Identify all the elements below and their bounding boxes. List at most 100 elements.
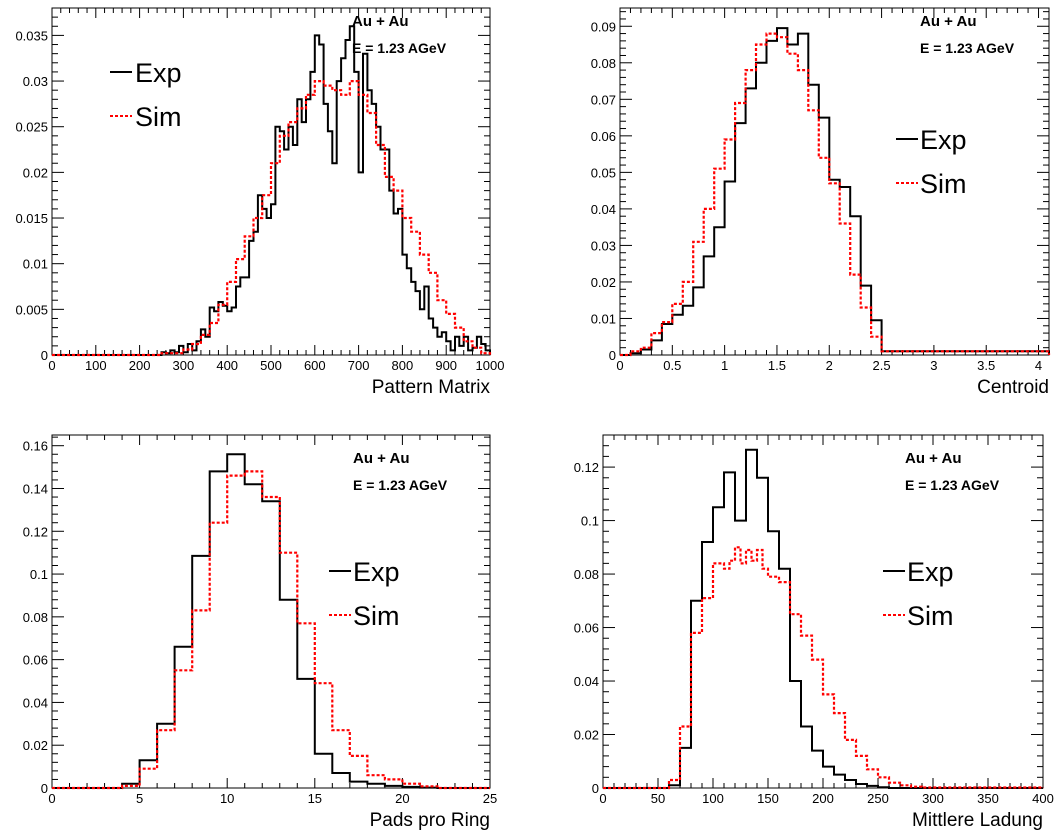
y-tick-label: 0.06: [574, 621, 599, 636]
x-tick-label: 0: [48, 358, 55, 373]
x-tick-label: 500: [260, 358, 282, 373]
y-tick-label: 0.12: [23, 524, 48, 539]
x-tick-label: 4: [1035, 358, 1042, 373]
exp-histogram: [52, 25, 491, 356]
y-tick-label: 0.04: [574, 674, 599, 689]
x-tick-label: 15: [308, 791, 322, 806]
y-tick-label: 0.08: [591, 56, 616, 71]
x-tick-label: 25: [483, 791, 497, 806]
y-tick-label: 0.03: [591, 238, 616, 253]
y-tick-label: 0.1: [30, 567, 48, 582]
annotation-energy: E = 1.23 AGeV: [905, 477, 1000, 493]
annotation-system: Au + Au: [920, 13, 977, 30]
x-tick-label: 5: [136, 791, 143, 806]
x-tick-label: 300: [173, 358, 195, 373]
x-tick-label: 700: [348, 358, 370, 373]
x-axis-label: Centroid: [977, 377, 1049, 398]
y-tick-label: 0: [41, 348, 48, 363]
x-tick-label: 250: [867, 791, 889, 806]
y-tick-label: 0.03: [23, 74, 48, 89]
y-tick-label: 0.035: [15, 28, 48, 43]
x-tick-label: 400: [1032, 791, 1054, 806]
y-tick-label: 0.12: [574, 460, 599, 475]
exp-histogram: [52, 453, 490, 789]
x-tick-label: 900: [435, 358, 457, 373]
y-tick-label: 0.025: [15, 120, 48, 135]
y-tick-label: 0.08: [574, 567, 599, 582]
sim-histogram: [52, 80, 492, 357]
legend-exp-label: Exp: [920, 125, 967, 155]
x-tick-label: 150: [757, 791, 779, 806]
annotation-energy: E = 1.23 AGeV: [920, 40, 1015, 56]
y-tick-label: 0.01: [591, 311, 616, 326]
y-tick-label: 0.02: [23, 165, 48, 180]
legend-sim-label: Sim: [135, 102, 182, 132]
x-tick-label: 2.5: [873, 358, 891, 373]
y-tick-label: 0.09: [591, 19, 616, 34]
plot-frame: [51, 434, 491, 789]
x-tick-label: 350: [977, 791, 999, 806]
sim-histogram: [52, 470, 490, 790]
x-tick-label: 100: [702, 791, 724, 806]
legend-sim-label: Sim: [920, 169, 967, 199]
x-tick-label: 20: [395, 791, 409, 806]
y-tick-label: 0.14: [23, 481, 48, 496]
chart-panel-2: 0 0.5 1 1.5 2 2.5 3 3.5 4 0 0.01 0.02 0.03 0.04 0.05 0.…: [591, 7, 1051, 398]
y-tick-label: 0.05: [591, 165, 616, 180]
x-axis-label: Mittlere Ladung: [912, 810, 1043, 831]
y-tick-label: 0.02: [574, 728, 599, 743]
annotation-energy: E = 1.23 AGeV: [353, 477, 448, 493]
exp-histogram: [603, 448, 1043, 789]
y-tick-label: 0.08: [23, 610, 48, 625]
x-tick-label: 400: [216, 358, 238, 373]
legend-exp-label: Exp: [135, 58, 182, 88]
chart-panel-4: 0 50 100 150 200 250 300 350 400 0 0.02 0.04 0.06 0.0…: [574, 434, 1054, 831]
y-tick-label: 0: [592, 781, 599, 796]
annotation-system: Au + Au: [352, 13, 409, 30]
exp-histogram: [620, 27, 1050, 356]
y-tick-label: 0.04: [23, 695, 48, 710]
x-tick-label: 50: [651, 791, 665, 806]
y-tick-label: 0.04: [591, 202, 616, 217]
x-tick-label: 200: [812, 791, 834, 806]
x-tick-label: 1.5: [768, 358, 786, 373]
y-tick-label: 0.005: [15, 302, 48, 317]
y-tick-label: 0.07: [591, 92, 616, 107]
x-tick-label: 1000: [476, 358, 505, 373]
x-axis-label: Pads pro Ring: [370, 810, 490, 831]
x-tick-label: 0: [616, 358, 623, 373]
legend-exp-label: Exp: [353, 557, 400, 587]
y-tick-label: 0.01: [23, 257, 48, 272]
y-tick-label: 0.16: [23, 439, 48, 454]
chart-panel-3: 0 5 10 15 20 25 0 0.02 0.04 0.06 0.08 0.1 0.12 0.14 0.…: [23, 434, 497, 831]
x-tick-label: 3.5: [977, 358, 995, 373]
x-tick-label: 600: [304, 358, 326, 373]
x-tick-label: 0: [599, 791, 606, 806]
x-tick-label: 3: [930, 358, 937, 373]
annotation-system: Au + Au: [353, 450, 410, 467]
legend-sim-label: Sim: [353, 601, 400, 631]
y-tick-label: 0: [609, 348, 616, 363]
x-tick-label: 0: [48, 791, 55, 806]
y-tick-label: 0.015: [15, 211, 48, 226]
x-tick-label: 10: [220, 791, 234, 806]
annotation-energy: E = 1.23 AGeV: [352, 40, 447, 56]
x-tick-label: 800: [392, 358, 414, 373]
y-tick-label: 0.02: [23, 738, 48, 753]
x-tick-label: 100: [85, 358, 107, 373]
plot-frame: [619, 7, 1050, 356]
chart-panel-1: 0 100 200 300 400 500 600 700 800 900 1000 0 0.005 0.…: [15, 7, 505, 398]
x-tick-label: 2: [826, 358, 833, 373]
x-tick-label: 1: [721, 358, 728, 373]
annotation-system: Au + Au: [905, 450, 962, 467]
y-tick-label: 0: [41, 781, 48, 796]
legend-sim-label: Sim: [907, 601, 954, 631]
y-tick-label: 0.06: [591, 129, 616, 144]
sim-histogram: [620, 32, 1051, 357]
legend-exp-label: Exp: [907, 557, 954, 587]
x-tick-label: 0.5: [663, 358, 681, 373]
x-tick-label: 300: [922, 791, 944, 806]
y-tick-label: 0.06: [23, 653, 48, 668]
x-axis-label: Pattern Matrix: [372, 377, 491, 398]
